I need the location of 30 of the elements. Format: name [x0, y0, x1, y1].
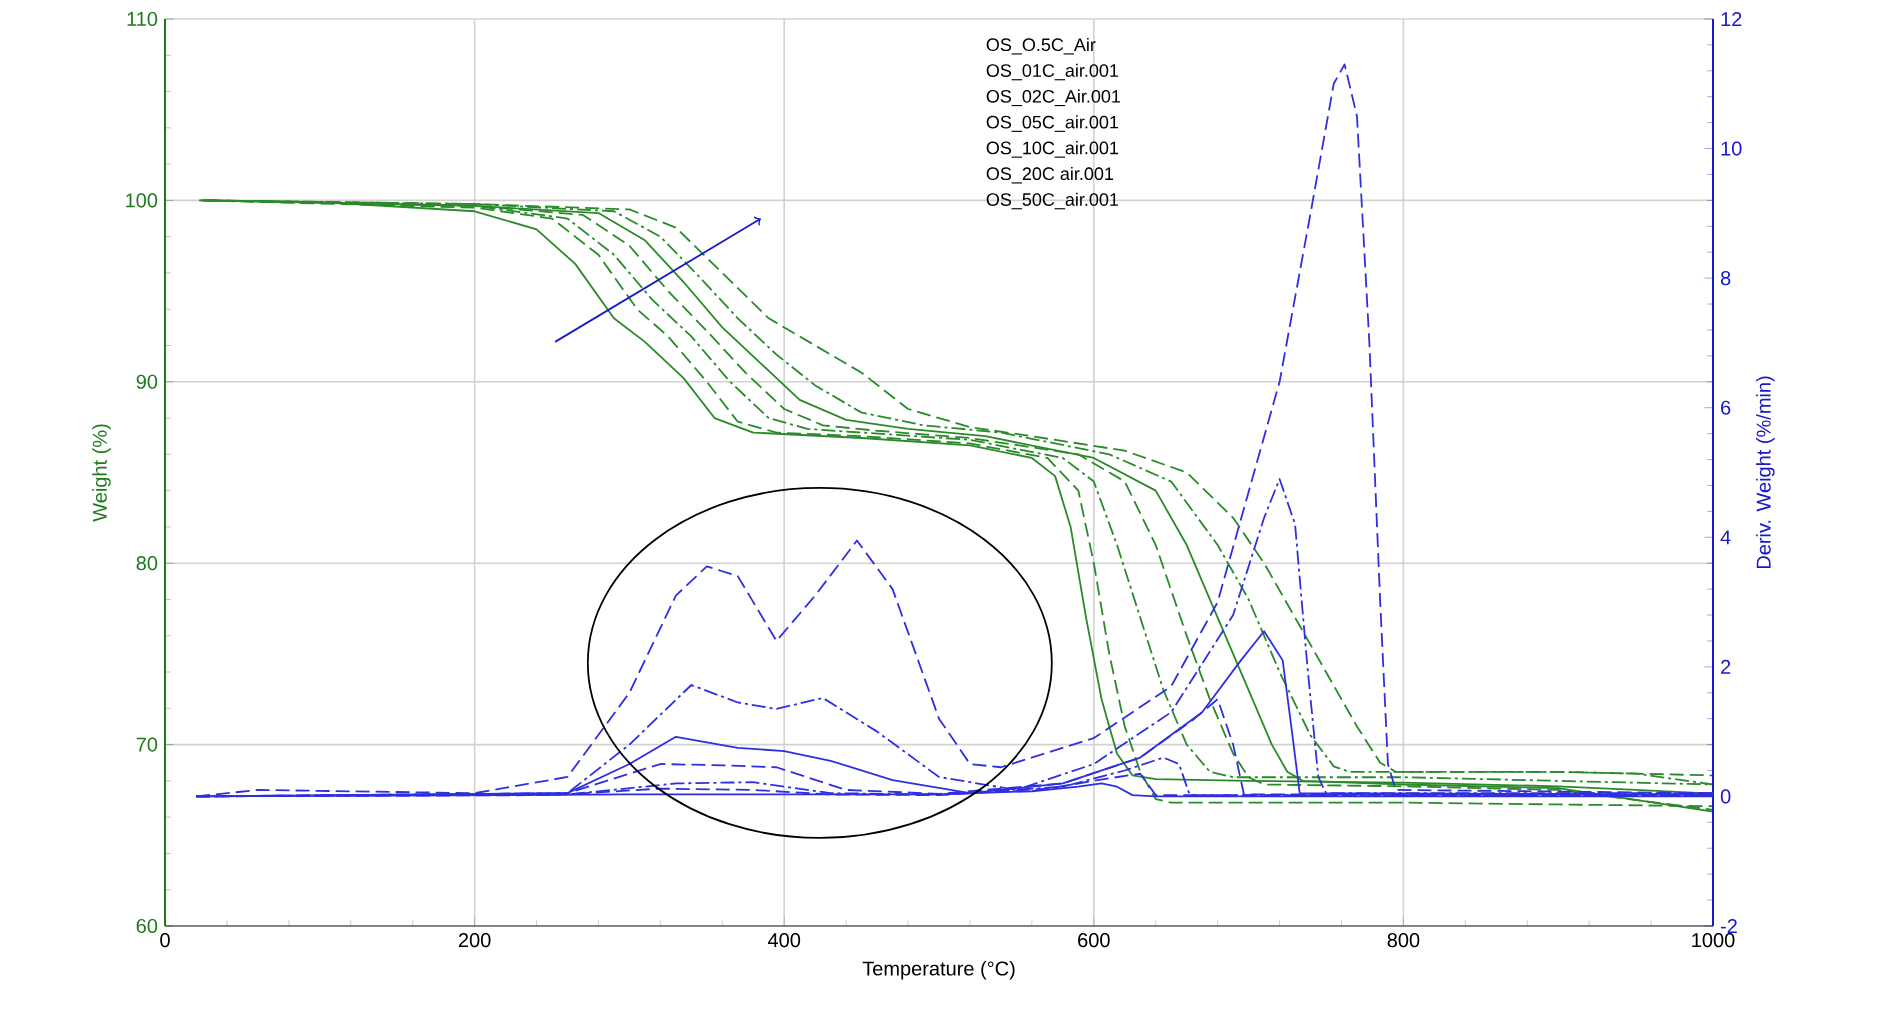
- y-tick-label: 90: [136, 374, 158, 389]
- y-tick-label: 70: [136, 737, 158, 752]
- y2-tick-label: 6: [1721, 400, 1731, 415]
- y2-tick-label: 12: [1721, 12, 1742, 26]
- x-tick-label: 600: [1078, 933, 1110, 948]
- annotation: OS_10C_air.001: [986, 141, 1119, 158]
- annotation: OS_02C_Air.001: [986, 89, 1121, 107]
- y-tick-label: 100: [126, 193, 158, 208]
- y2-tick-label: 10: [1721, 141, 1742, 156]
- x-tick-label: 400: [768, 933, 801, 948]
- annotation: OS_50C_air.001: [986, 192, 1119, 210]
- y-tick-label: 80: [136, 556, 158, 571]
- annotation: OS_01C_air.001: [986, 63, 1119, 81]
- annotation: OS_05C_air.001: [986, 115, 1119, 132]
- x-tick-label: 0: [160, 933, 170, 948]
- y2-tick-label: 8: [1720, 271, 1731, 286]
- x-tick-label: 200: [458, 933, 491, 948]
- annotation: OS_O.5C_Air: [986, 37, 1096, 55]
- annotation: OS_20C air.001: [986, 166, 1114, 184]
- y2-tick-label: 0: [1720, 789, 1731, 804]
- y2-tick-label: -2: [1720, 919, 1737, 933]
- y-axis-title: Weight (%): [92, 424, 111, 522]
- y-tick-label: 60: [136, 918, 158, 934]
- x-axis-title: Temperature (°C): [862, 960, 1015, 980]
- y-tick-label: 110: [127, 11, 158, 27]
- y2-tick-label: 4: [1720, 530, 1731, 545]
- y2-tick-label: 2: [1721, 659, 1731, 674]
- x-tick-label: 800: [1387, 933, 1420, 948]
- y2-axis-title: Deriv. Weight (%/min): [1756, 376, 1775, 569]
- x-tick-label: 1000: [1692, 933, 1735, 948]
